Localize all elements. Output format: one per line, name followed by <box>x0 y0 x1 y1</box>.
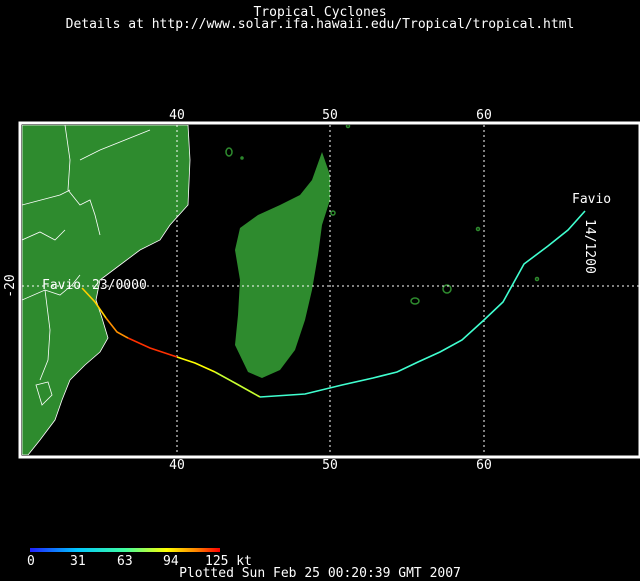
legend-tick: 31 <box>70 554 86 569</box>
map-title: Tropical Cyclones <box>253 5 387 20</box>
lon-tick-top: 50 <box>322 108 338 123</box>
lat-tick: -20 <box>3 274 18 297</box>
map-frame <box>18 121 640 459</box>
lon-tick-bottom: 60 <box>476 458 492 473</box>
legend-tick: 0 <box>27 554 35 569</box>
graticule <box>22 125 640 455</box>
legend-tick: 94 <box>163 554 179 569</box>
africa-landmass <box>22 125 191 455</box>
storm-name-start: Favio <box>42 278 81 293</box>
wind-speed-colorbar <box>30 548 220 552</box>
storm-track <box>81 210 586 398</box>
lon-tick-bottom: 40 <box>169 458 185 473</box>
lon-tick-top: 40 <box>169 108 185 123</box>
legend-tick: 125 kt <box>205 554 252 569</box>
storm-name-end: Favio <box>572 192 611 207</box>
country-borders <box>22 125 151 406</box>
lon-tick-bottom: 50 <box>322 458 338 473</box>
storm-time-start: 23/0000 <box>92 278 147 293</box>
madagascar-landmass <box>235 152 330 378</box>
plotted-timestamp: Plotted Sun Feb 25 00:20:39 GMT 2007 <box>179 566 461 581</box>
map-subtitle: Details at http://www.solar.ifa.hawaii.e… <box>65 17 575 32</box>
storm-time-end: 14/1200 <box>582 219 597 274</box>
lon-tick-top: 60 <box>476 108 492 123</box>
legend-tick: 63 <box>117 554 133 569</box>
islands <box>225 125 540 305</box>
